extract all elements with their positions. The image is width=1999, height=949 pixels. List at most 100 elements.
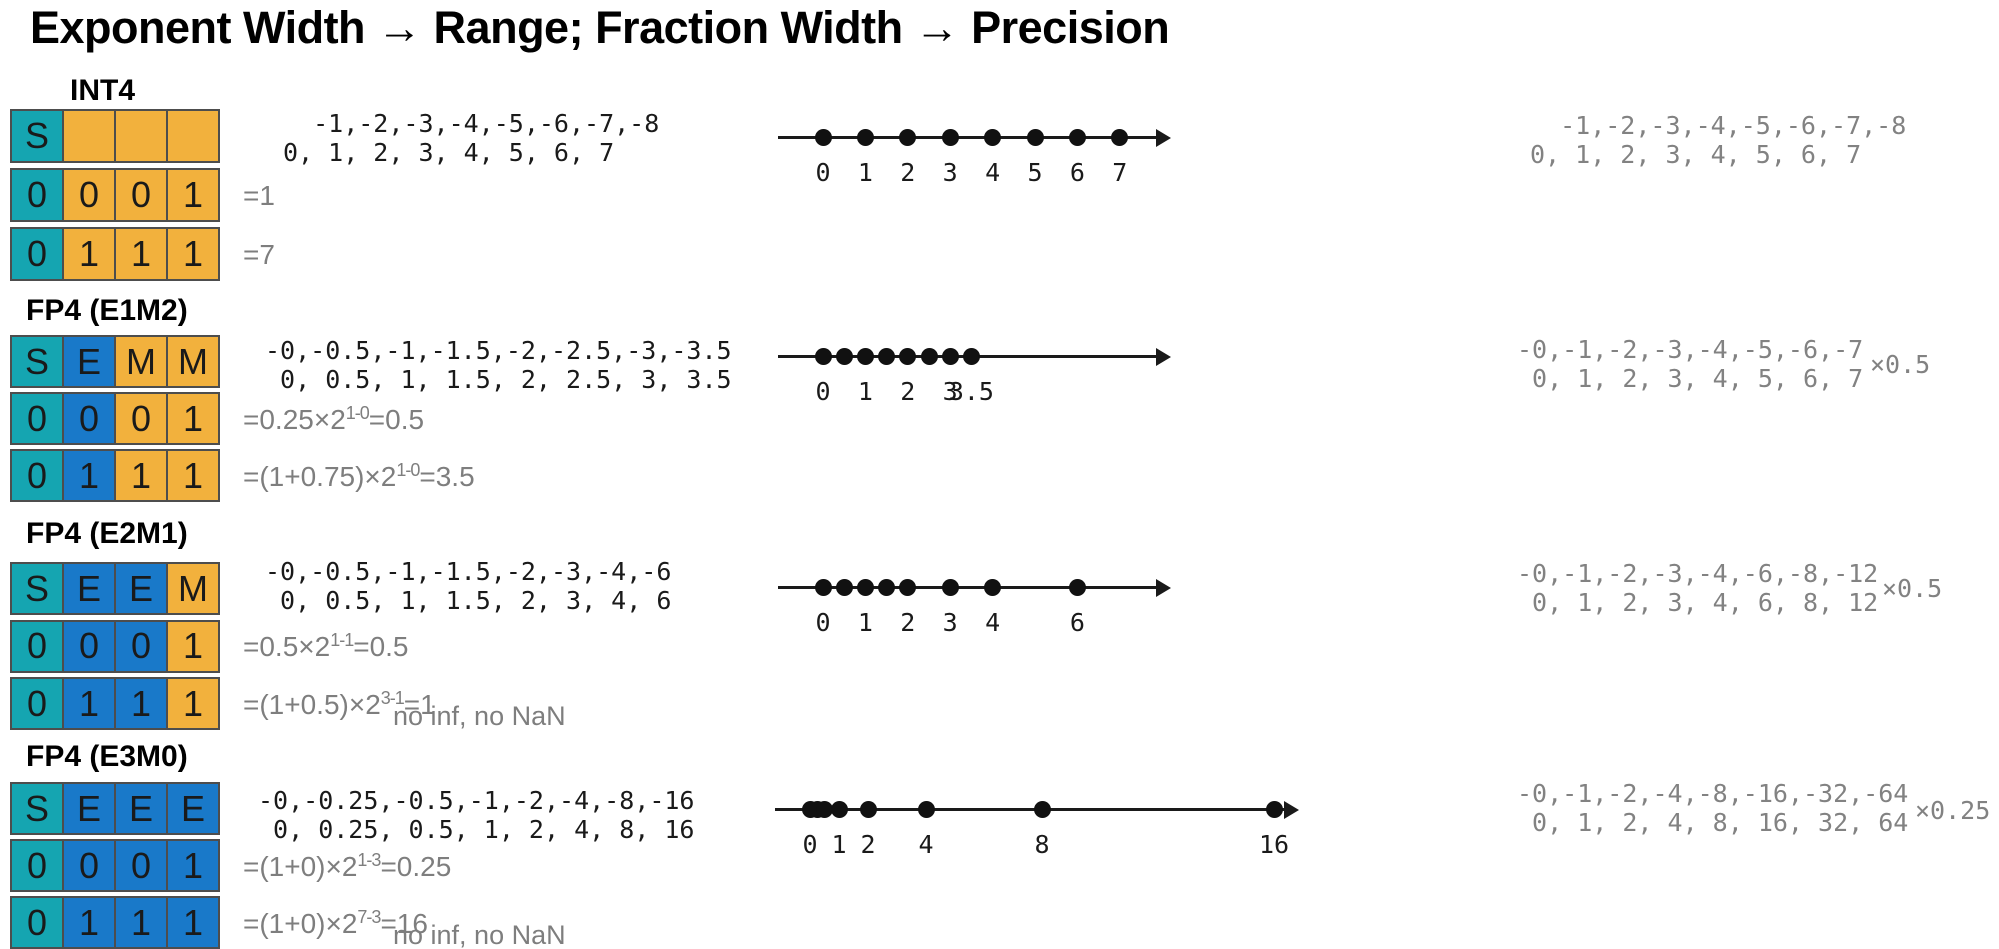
number-line-dot (856, 348, 874, 365)
value-list-int4-line0: -1,-2,-3,-4,-5,-6,-7,-8 (283, 109, 660, 138)
bit-pattern-value: =(1+0.75)×21-0=3.5 (243, 460, 475, 493)
number-line-arrow (1156, 347, 1171, 366)
scaled-value-list-int4-line1: 0, 1, 2, 3, 4, 5, 6, 7 (1530, 140, 1862, 169)
number-line-int4 (778, 136, 1162, 139)
bit-cell-mantissa: 0 (62, 168, 116, 222)
number-line-dot (814, 129, 832, 146)
number-line-dot (816, 801, 833, 818)
bit-cell-sign: S (10, 335, 64, 388)
bit-cell-exponent: 1 (114, 677, 168, 730)
formula-post: =16 (380, 907, 428, 939)
bit-row-int4-0: S (10, 109, 220, 163)
bit-pattern-value: =0.25×21-0=0.5 (243, 403, 425, 436)
number-line-fp4-e2m1 (778, 586, 1162, 589)
formula-pre: =(1+0.75)×2 (243, 460, 397, 492)
bit-cell-sign: 0 (10, 449, 64, 502)
number-line-arrow (1156, 578, 1171, 597)
bit-cell-exponent: 1 (62, 677, 116, 730)
formula-post: =0.25 (380, 850, 452, 882)
number-line-tick-label: 0 (815, 377, 831, 406)
bit-cell-mantissa: 0 (114, 168, 168, 222)
bit-cell-mantissa: 1 (166, 677, 220, 730)
bit-pattern-value: =0.5×21-1=0.5 (243, 630, 409, 663)
bit-cell-exponent: E (62, 782, 116, 835)
bit-cell-mantissa: M (114, 335, 168, 388)
no-inf-nan-note: no inf, no NaN (393, 920, 566, 949)
scaled-value-list-fp4-e1m2-line1: 0, 1, 2, 3, 4, 5, 6, 7 (1517, 364, 1864, 393)
bit-cell-mantissa: M (166, 562, 220, 615)
scaled-value-list-fp4-e3m0-line1: 0, 1, 2, 4, 8, 16, 32, 64 (1517, 808, 1909, 837)
number-line-dot (856, 129, 874, 146)
number-line-tick-label: 4 (985, 158, 1001, 187)
bit-cell-exponent: E (62, 335, 116, 388)
bit-cell-sign: S (10, 782, 64, 835)
scale-multiplier: ×0.25 (1915, 796, 1991, 825)
bit-cell-exponent: E (114, 782, 168, 835)
value-list-fp4-e3m0-line1: 0, 0.25, 0.5, 1, 2, 4, 8, 16 (258, 815, 695, 844)
bit-cell-mantissa: 1 (114, 227, 168, 281)
number-line-dot (1265, 801, 1283, 818)
bit-cell-exponent: 1 (166, 839, 220, 892)
bit-cell-mantissa (114, 109, 168, 163)
bit-cell-exponent: 1 (114, 896, 168, 949)
scaled-value-list-fp4-e2m1-line1: 0, 1, 2, 3, 4, 6, 8, 12 (1517, 588, 1879, 617)
number-line-dot (878, 579, 896, 596)
bit-pattern-value: =(1+0.5)×23-1=1 (243, 687, 436, 721)
bit-cell-mantissa (166, 109, 220, 163)
number-line-tick-label: 2 (900, 608, 916, 637)
number-line-fp4-e3m0 (775, 808, 1290, 811)
format-heading-int4: INT4 (70, 74, 136, 107)
value-list-fp4-e2m1-line0: -0,-0.5,-1,-1.5,-2,-3,-4,-6 (265, 557, 672, 586)
formula-exponent: 3-1 (380, 687, 405, 708)
bit-cell-exponent: 1 (62, 449, 116, 502)
number-line-tick-label: 5 (1027, 158, 1043, 187)
bit-pattern-value: =(1+0)×21-3=0.25 (243, 849, 452, 883)
number-line-dot (830, 801, 848, 818)
number-line-dot (962, 348, 980, 365)
formula-pre: =(1+0)×2 (243, 907, 358, 939)
number-line-dot (878, 348, 896, 365)
number-line-dot (814, 579, 832, 596)
format-heading-fp4-e1m2: FP4 (E1M2) (26, 294, 188, 327)
number-line-dot (941, 129, 959, 146)
number-line-dot (835, 348, 853, 365)
bit-pattern-value: =1 (243, 180, 275, 212)
number-line-tick-label: 3.5 (948, 377, 994, 406)
number-line-tick-label: 0 (815, 158, 831, 187)
number-line-tick-label: 4 (918, 830, 934, 859)
number-line-dot (1111, 129, 1129, 146)
number-line-tick-label: 1 (857, 158, 873, 187)
number-line-tick-label: 0 (815, 608, 831, 637)
scale-multiplier: ×0.5 (1870, 350, 1931, 379)
number-line-arrow (1156, 128, 1171, 147)
formula-pre: =0.25×2 (243, 403, 346, 435)
number-line-tick-label: 3 (942, 158, 958, 187)
number-line-dot (984, 579, 1002, 596)
bit-cell-mantissa: 0 (114, 392, 168, 445)
bit-cell-exponent: 0 (114, 839, 168, 892)
number-line-tick-label: 1 (831, 830, 847, 859)
scaled-value-list-int4-line0: -1,-2,-3,-4,-5,-6,-7,-8 (1530, 111, 1907, 140)
formula-exponent: 1-3 (357, 849, 381, 870)
number-line-dot (899, 129, 917, 146)
formula-post: =3.5 (419, 460, 475, 492)
bit-cell-mantissa: 1 (62, 227, 116, 281)
bit-cell-mantissa: 1 (166, 619, 220, 673)
number-line-dot (835, 579, 853, 596)
number-line-tick-label: 2 (900, 158, 916, 187)
formula-post: =1 (403, 688, 436, 720)
formula-post: =0.5 (368, 403, 425, 435)
scaled-value-list-fp4-e3m0-line0: -0,-1,-2,-4,-8,-16,-32,-64 (1517, 779, 1909, 808)
number-line-dot (856, 579, 874, 596)
number-line-dot (984, 129, 1002, 146)
number-line-tick-label: 16 (1258, 830, 1290, 859)
formula-exponent: 1-1 (330, 630, 354, 650)
format-heading-fp4-e2m1: FP4 (E2M1) (26, 517, 188, 550)
number-line-dot (1068, 579, 1086, 596)
